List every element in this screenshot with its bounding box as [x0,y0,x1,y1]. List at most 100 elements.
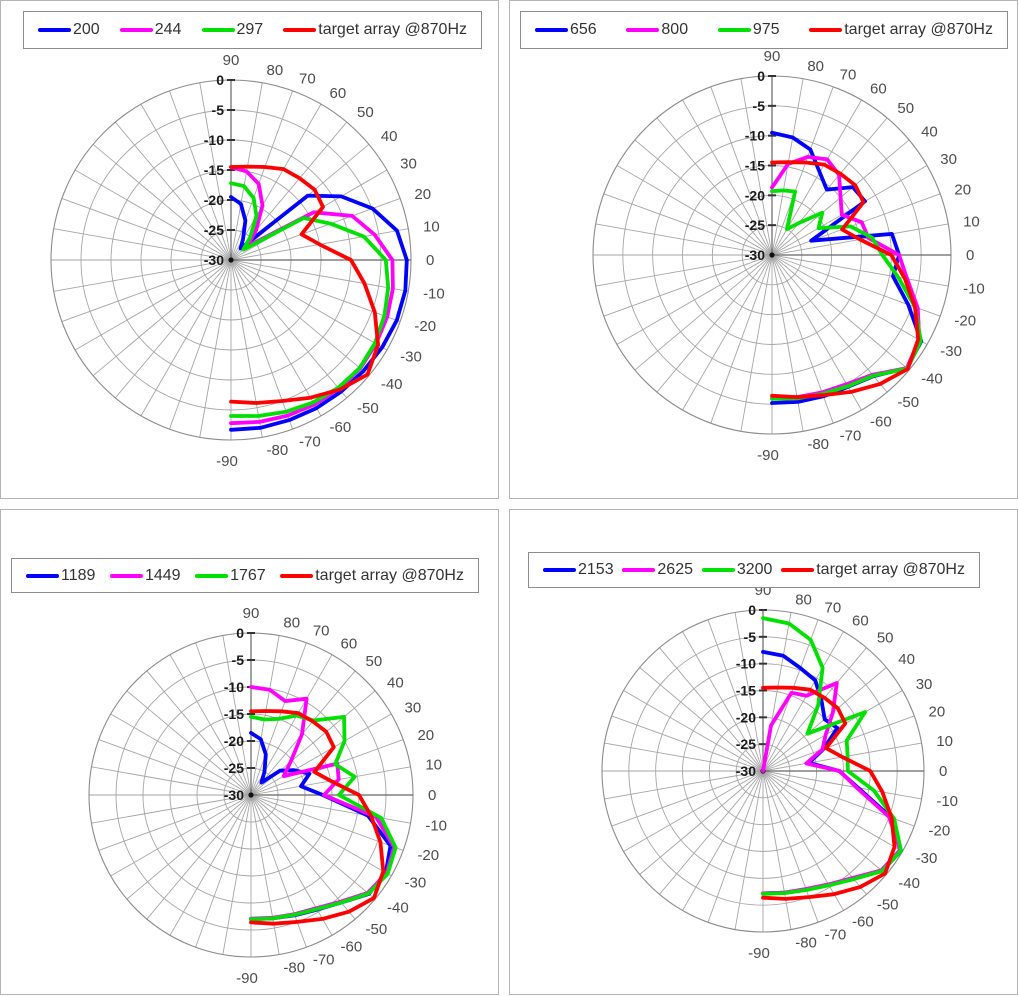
angle-label: -70 [840,427,862,444]
legend-item: target array @870Hz [280,567,464,585]
angle-label: 20 [929,703,946,720]
angle-label: -10 [423,286,445,303]
angle-label: -20 [954,313,976,330]
legend-item: 244 [119,21,182,39]
radial-label: -5 [212,102,225,118]
legend-item: target array @870Hz [781,561,965,579]
angle-label: 90 [764,48,781,65]
polar-chart: 0-5-10-15-20-25-309080706050403020100-10… [50,52,445,470]
angle-label: 60 [870,81,887,98]
radial-label: -5 [753,98,766,114]
angle-label: -70 [299,433,321,450]
series-line-297 [229,181,391,418]
series-line-3200 [761,616,903,896]
legend: 200 244 297 target array @870Hz [23,11,482,49]
angle-label: -70 [825,927,847,944]
angle-label: 60 [341,635,358,652]
legend-line-swatch [280,573,314,578]
legend-line-swatch [283,28,317,32]
series-line-target-array-870hz [229,164,381,405]
legend-label: 1767 [230,566,266,584]
legend-line-swatch [109,573,143,578]
radial-label: -30 [736,763,756,779]
legend-line-swatch [781,568,815,572]
angle-label: 0 [966,247,974,264]
angle-label: -60 [852,914,874,931]
angle-label: 20 [414,186,431,203]
radial-label: 0 [748,602,756,618]
angle-label: -20 [929,823,951,840]
legend-label: 2153 [578,561,614,578]
angle-label: 70 [840,67,857,84]
radial-label: -30 [745,247,765,263]
legend-item: 2153 [543,561,614,579]
angle-label: 30 [400,156,417,173]
legend-item: 975 [717,21,780,39]
angle-label: 0 [939,763,947,780]
angle-label: 40 [898,651,915,668]
angle-label: 90 [223,52,240,69]
angle-label: -40 [898,875,920,892]
radial-label: 0 [216,72,224,88]
angle-label: -50 [365,921,387,938]
angle-label: -90 [748,945,770,962]
radial-label: -15 [204,162,224,178]
series-line-1767 [249,713,398,922]
legend-line-swatch [535,28,568,32]
angle-label: 60 [852,612,869,629]
angle-label: -80 [267,442,289,459]
polar-panel-bottom-right: 2153 2625 3200 target array @870Hz 0 -5 -1… [509,509,1018,995]
radial-label: -25 [745,217,765,233]
legend: 2153 2625 3200 target array @870Hz [528,552,980,588]
angle-label: -60 [341,939,363,956]
legend-label: target array @870Hz [844,21,993,38]
angle-label: 80 [267,62,284,79]
legend-label: 656 [570,21,597,38]
angle-label: -30 [400,349,422,366]
series-line-target-array-870hz [761,685,897,901]
legend-label: 2625 [657,561,693,578]
angle-label: 50 [365,653,382,670]
center-dot [228,257,234,263]
legend-label: 975 [752,21,780,38]
radial-label: -20 [745,187,765,203]
radial-label: -10 [224,679,244,695]
legend-item: 1767 [195,567,266,585]
legend-item: target array @870Hz [809,21,993,39]
angle-label: 10 [963,214,980,231]
angle-label: -50 [877,896,899,913]
radial-label: 0 [236,625,244,641]
legend-line-swatch [717,28,751,32]
angle-label: 70 [299,71,316,88]
series-line-target-array-870hz [249,709,386,926]
polar-panel-top-left: 200 244 297 target array @870Hz 0 -5 -10 -1… [0,0,499,499]
angle-label: -40 [381,376,403,393]
center-dot [769,252,775,258]
legend-label: target array @870Hz [318,21,467,38]
legend-line-swatch [809,28,843,32]
radial-label: -20 [736,709,756,725]
angle-label: 40 [381,128,398,145]
radial-label: -15 [736,683,756,699]
radial-label: -25 [736,736,756,752]
legend-line-swatch [543,568,576,572]
legend-item: 1449 [109,567,181,585]
angle-label: -10 [425,817,447,834]
legend-line-swatch [622,568,656,572]
series-line-200 [229,193,409,432]
angle-label: -10 [963,280,985,297]
legend-line-swatch [701,568,735,572]
radial-label: -20 [204,192,224,208]
legend-label: 244 [154,21,182,38]
legend-line-swatch [195,573,229,578]
angle-label: 80 [807,58,824,75]
angle-label: 10 [423,218,440,235]
center-dot [248,792,254,798]
angle-label: 0 [428,787,436,804]
angle-label: 40 [921,124,938,141]
legend-item: 2625 [622,561,693,579]
angle-label: -50 [357,400,379,417]
